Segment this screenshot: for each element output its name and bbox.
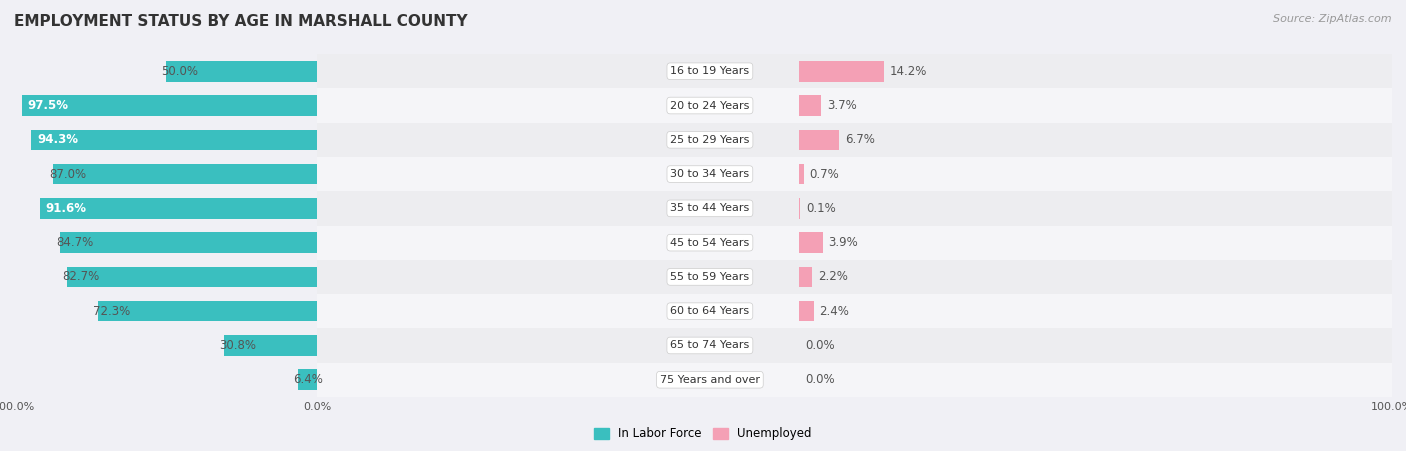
Bar [800,95,821,116]
Bar [0,260,1406,294]
Bar [0,157,1406,191]
Text: 84.7%: 84.7% [56,236,93,249]
Bar [800,164,804,184]
Bar [0,363,1406,397]
Text: 6.4%: 6.4% [294,373,323,386]
Text: 20 to 24 Years: 20 to 24 Years [671,101,749,110]
Text: 0.1%: 0.1% [806,202,835,215]
Text: 3.7%: 3.7% [827,99,858,112]
Bar [318,88,620,123]
Bar [800,123,1392,157]
Text: 60 to 64 Years: 60 to 64 Years [671,306,749,316]
Bar [60,232,318,253]
Text: 25 to 29 Years: 25 to 29 Years [671,135,749,145]
Bar [0,328,1406,363]
Text: 35 to 44 Years: 35 to 44 Years [671,203,749,213]
Text: 94.3%: 94.3% [38,133,79,146]
Bar [800,61,883,82]
Bar [800,267,813,287]
Bar [224,335,318,356]
Bar [318,328,620,363]
Text: Source: ZipAtlas.com: Source: ZipAtlas.com [1274,14,1392,23]
Text: 75 Years and over: 75 Years and over [659,375,759,385]
Bar [31,129,318,150]
Bar [318,54,620,88]
Text: 0.0%: 0.0% [806,339,835,352]
Bar [298,369,318,390]
Text: 6.7%: 6.7% [845,133,875,146]
Text: 14.2%: 14.2% [890,65,927,78]
Text: 50.0%: 50.0% [162,65,198,78]
Bar [0,191,1406,226]
Bar [318,157,620,191]
Bar [800,294,1392,328]
Bar [800,226,1392,260]
Bar [800,232,823,253]
Text: 65 to 74 Years: 65 to 74 Years [671,341,749,350]
Text: 91.6%: 91.6% [45,202,87,215]
Text: 2.2%: 2.2% [818,271,848,283]
Bar [800,260,1392,294]
Bar [318,191,620,226]
Bar [318,123,620,157]
Text: 2.4%: 2.4% [820,305,849,318]
Bar [0,226,1406,260]
Bar [800,129,839,150]
Text: EMPLOYMENT STATUS BY AGE IN MARSHALL COUNTY: EMPLOYMENT STATUS BY AGE IN MARSHALL COU… [14,14,468,28]
Text: 82.7%: 82.7% [62,271,100,283]
Text: 55 to 59 Years: 55 to 59 Years [671,272,749,282]
Bar [800,363,1392,397]
Text: 97.5%: 97.5% [28,99,69,112]
Text: 87.0%: 87.0% [49,168,86,180]
Bar [39,198,318,219]
Bar [318,226,620,260]
Bar [0,294,1406,328]
Bar [0,88,1406,123]
Bar [318,294,620,328]
Bar [66,267,318,287]
Bar [800,54,1392,88]
Text: 0.0%: 0.0% [806,373,835,386]
Legend: In Labor Force, Unemployed: In Labor Force, Unemployed [589,423,817,445]
Bar [53,164,318,184]
Bar [166,61,318,82]
Bar [98,301,318,322]
Bar [800,301,814,322]
Bar [0,123,1406,157]
Text: 72.3%: 72.3% [93,305,131,318]
Text: 45 to 54 Years: 45 to 54 Years [671,238,749,248]
Bar [800,191,1392,226]
Bar [318,260,620,294]
Bar [21,95,318,116]
Text: 0.7%: 0.7% [810,168,839,180]
Text: 16 to 19 Years: 16 to 19 Years [671,66,749,76]
Bar [800,157,1392,191]
Bar [318,363,620,397]
Text: 30.8%: 30.8% [219,339,256,352]
Bar [0,54,1406,88]
Bar [800,88,1392,123]
Bar [800,328,1392,363]
Text: 3.9%: 3.9% [828,236,858,249]
Text: 30 to 34 Years: 30 to 34 Years [671,169,749,179]
